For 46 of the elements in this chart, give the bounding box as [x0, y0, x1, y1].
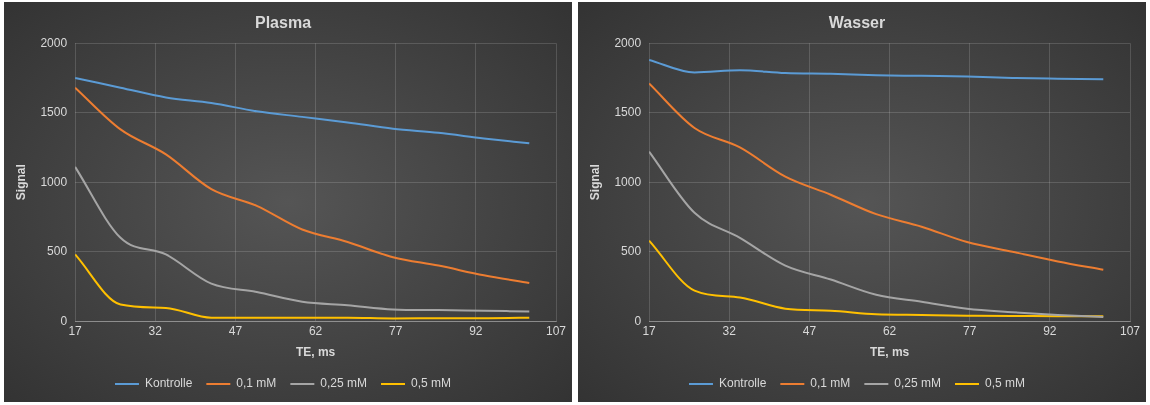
y-tick-label: 1000 — [614, 174, 642, 189]
legend-label: 0,25 mM — [320, 376, 368, 391]
y-tick-label: 500 — [621, 244, 642, 259]
line-series — [75, 76, 531, 145]
y-axis-title: Signal — [587, 164, 602, 201]
legend-label: 0,5 mM — [985, 376, 1026, 391]
x-tick-label: 92 — [1043, 323, 1057, 338]
y-tick-label: 2000 — [40, 35, 68, 50]
x-tick-label: 107 — [1119, 323, 1141, 338]
y-tick-label: 0 — [634, 313, 642, 328]
y-tick-label: 500 — [47, 244, 68, 259]
y-tick-label: 0 — [60, 313, 68, 328]
y-tick-label: 1000 — [40, 174, 68, 189]
x-tick-label: 47 — [228, 323, 243, 338]
x-tick-label: 92 — [469, 323, 483, 338]
x-tick-label: 47 — [802, 323, 817, 338]
x-tick-label: 62 — [882, 323, 897, 338]
line-series — [75, 86, 531, 284]
x-tick-label: 107 — [545, 323, 567, 338]
x-tick-label: 77 — [389, 323, 403, 338]
y-tick-label: 1500 — [614, 105, 642, 120]
chart-title: Wasser — [828, 14, 886, 32]
chart-title: Plasma — [254, 14, 312, 32]
line-series — [75, 165, 531, 313]
x-axis-title: TE, ms — [295, 345, 336, 360]
x-tick-label: 62 — [308, 323, 323, 338]
line-series — [649, 82, 1105, 271]
legend-label: Kontrolle — [144, 376, 193, 391]
legend-label: 0,1 mM — [810, 376, 851, 391]
x-axis-title: TE, ms — [869, 345, 910, 360]
legend-label: 0,25 mM — [894, 376, 942, 391]
x-tick-label: 17 — [642, 323, 657, 338]
line-series — [649, 58, 1105, 81]
line-series — [649, 150, 1105, 319]
x-tick-label: 32 — [722, 323, 737, 338]
line-series — [75, 253, 531, 320]
y-axis-title: Signal — [13, 164, 28, 201]
line-series — [649, 239, 1105, 318]
x-tick-label: 32 — [148, 323, 163, 338]
legend-label: 0,5 mM — [411, 376, 452, 391]
y-tick-label: 2000 — [614, 35, 642, 50]
legend-label: 0,1 mM — [236, 376, 277, 391]
y-tick-label: 1500 — [40, 105, 68, 120]
legend-label: Kontrolle — [718, 376, 767, 391]
x-tick-label: 17 — [68, 323, 83, 338]
x-tick-label: 77 — [963, 323, 977, 338]
